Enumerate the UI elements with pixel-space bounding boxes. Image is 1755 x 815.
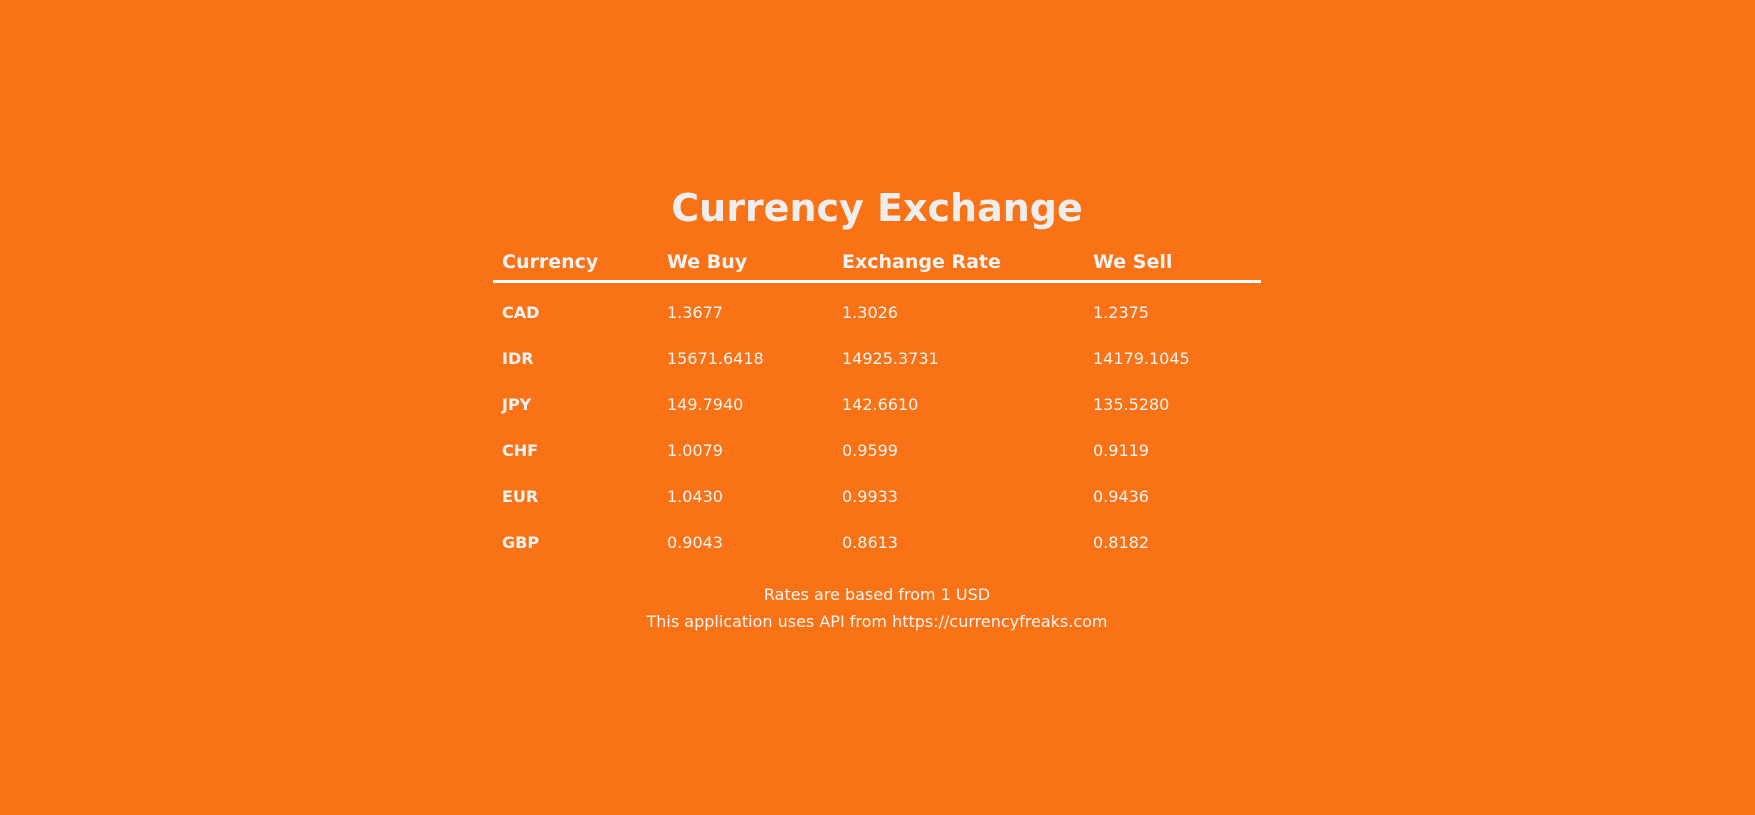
we-buy-value: 1.0430 — [667, 486, 723, 506]
table-header: Currency We Buy Exchange Rate We Sell — [493, 244, 1261, 283]
page-title: Currency Exchange — [671, 186, 1083, 230]
currency-code: EUR — [502, 486, 539, 506]
currency-code: IDR — [502, 348, 534, 368]
we-sell-value: 0.9436 — [1093, 486, 1149, 506]
exchange-rate-value: 0.9933 — [842, 486, 898, 506]
exchange-rate-value: 0.8613 — [842, 532, 898, 552]
header-we-sell: We Sell — [1084, 244, 1261, 283]
exchange-panel: Currency Exchange Currency We Buy Exchan… — [493, 180, 1261, 635]
table-row: GBP 0.9043 0.8613 0.8182 — [493, 519, 1261, 565]
we-buy-value: 0.9043 — [667, 532, 723, 552]
we-buy-value: 1.0079 — [667, 440, 723, 460]
header-we-buy: We Buy — [658, 244, 833, 283]
we-buy-value: 15671.6418 — [667, 348, 764, 368]
header-currency: Currency — [493, 244, 658, 283]
we-sell-value: 14179.1045 — [1093, 348, 1190, 368]
exchange-rate-value: 0.9599 — [842, 440, 898, 460]
table-row: CAD 1.3677 1.3026 1.2375 — [493, 282, 1261, 336]
we-sell-value: 135.5280 — [1093, 394, 1170, 414]
we-buy-value: 149.7940 — [667, 394, 744, 414]
currency-code: JPY — [502, 394, 532, 414]
footer: Rates are based from 1 USD This applicat… — [493, 581, 1261, 635]
exchange-rates-table: Currency We Buy Exchange Rate We Sell CA… — [493, 244, 1261, 565]
table-row: EUR 1.0430 0.9933 0.9436 — [493, 473, 1261, 519]
rates-base-note: Rates are based from 1 USD — [763, 585, 991, 604]
header-row: Currency We Buy Exchange Rate We Sell — [493, 244, 1261, 283]
table-row: CHF 1.0079 0.9599 0.9119 — [493, 427, 1261, 473]
currency-code: CHF — [502, 440, 539, 460]
header-exchange-rate: Exchange Rate — [833, 244, 1084, 283]
we-sell-value: 0.8182 — [1093, 532, 1149, 552]
exchange-rate-value: 1.3026 — [842, 302, 898, 322]
we-buy-value: 1.3677 — [667, 302, 723, 322]
we-sell-value: 1.2375 — [1093, 302, 1149, 322]
we-sell-value: 0.9119 — [1093, 440, 1149, 460]
table-body: CAD 1.3677 1.3026 1.2375 IDR 15671.6418 … — [493, 282, 1261, 566]
currency-code: CAD — [502, 302, 540, 322]
exchange-rate-value: 14925.3731 — [842, 348, 939, 368]
api-credit: This application uses API from https://c… — [646, 612, 1108, 631]
exchange-rate-value: 142.6610 — [842, 394, 919, 414]
table-row: IDR 15671.6418 14925.3731 14179.1045 — [493, 335, 1261, 381]
currency-code: GBP — [502, 532, 540, 552]
table-row: JPY 149.7940 142.6610 135.5280 — [493, 381, 1261, 427]
